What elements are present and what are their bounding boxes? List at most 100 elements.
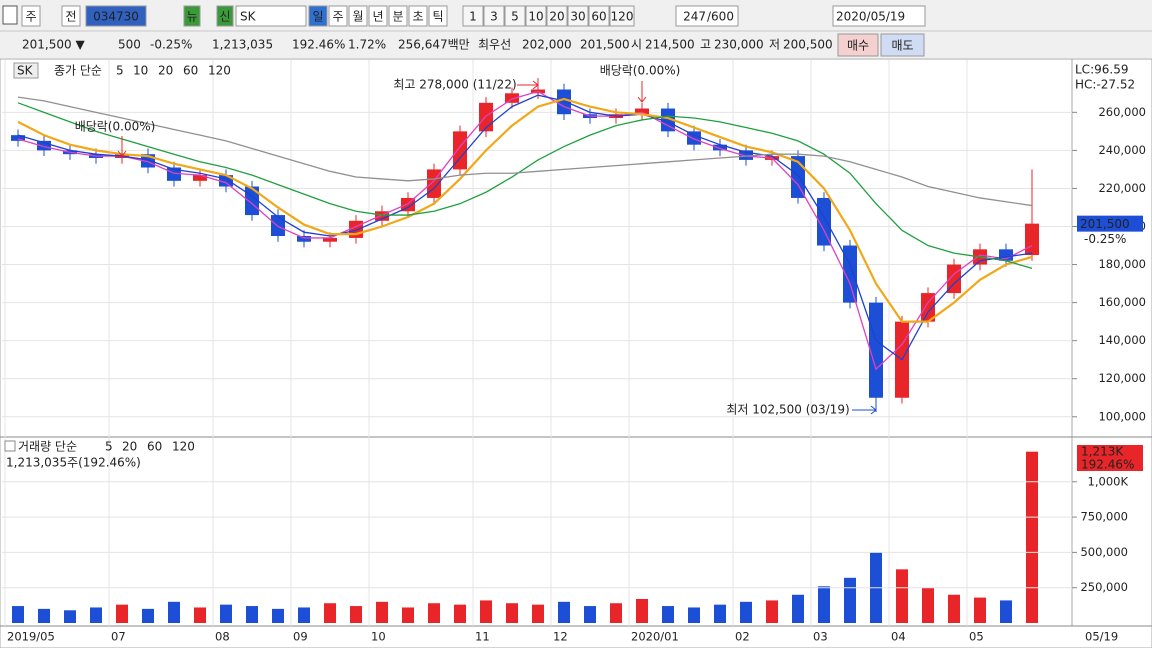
candle-body bbox=[37, 140, 51, 151]
candle-body bbox=[297, 236, 311, 242]
x-tick-label: 04 bbox=[891, 630, 906, 644]
stock-code[interactable]: 034730 bbox=[93, 10, 139, 24]
name-box[interactable] bbox=[235, 5, 307, 27]
candle-body bbox=[1025, 223, 1039, 256]
candle-body bbox=[635, 108, 649, 115]
period-box[interactable] bbox=[428, 5, 448, 27]
interval-box[interactable] bbox=[504, 5, 526, 27]
interval-box[interactable] bbox=[525, 5, 547, 27]
prev[interactable]: 전 bbox=[65, 10, 76, 24]
interval-box[interactable] bbox=[546, 5, 568, 27]
date-box[interactable] bbox=[832, 5, 926, 27]
volume-bar bbox=[1000, 600, 1012, 623]
candle-body bbox=[687, 131, 701, 145]
stock-name[interactable]: SK bbox=[240, 10, 257, 24]
interval[interactable]: 60 bbox=[591, 10, 606, 24]
credit-box[interactable] bbox=[216, 5, 234, 27]
stock-code-box[interactable] bbox=[85, 5, 147, 27]
volume-bar bbox=[194, 607, 206, 623]
volume-bar bbox=[532, 604, 544, 623]
price-tag bbox=[1077, 215, 1143, 232]
y-tick-label: 500,000 bbox=[1080, 545, 1128, 559]
arrow bbox=[117, 136, 127, 157]
x-tick-label: 2019/05 bbox=[7, 630, 55, 644]
candle-body bbox=[375, 211, 389, 221]
period[interactable]: 틱 bbox=[432, 10, 443, 24]
prev-box[interactable] bbox=[61, 5, 81, 27]
interval-box[interactable] bbox=[609, 5, 635, 27]
period[interactable]: 일 bbox=[312, 10, 323, 24]
legend-entry: 60 bbox=[183, 64, 198, 78]
interval[interactable]: 1 bbox=[469, 10, 477, 24]
volume-bar bbox=[766, 600, 778, 623]
candle-body bbox=[843, 245, 857, 303]
y-tick-label: 1,000K bbox=[1088, 474, 1129, 488]
market-box[interactable] bbox=[21, 5, 41, 27]
interval[interactable]: 10 bbox=[528, 10, 543, 24]
candle-body bbox=[869, 302, 883, 398]
period-box[interactable] bbox=[368, 5, 388, 27]
candle-body bbox=[271, 215, 285, 237]
period-box[interactable] bbox=[388, 5, 408, 27]
candle-body bbox=[713, 144, 727, 151]
period-box[interactable] bbox=[348, 5, 368, 27]
x-tick-label: 10 bbox=[371, 630, 386, 644]
menu-icon[interactable] bbox=[2, 5, 18, 25]
period-box[interactable] bbox=[408, 5, 428, 27]
credit[interactable]: 신 bbox=[219, 10, 230, 24]
market[interactable]: 주 bbox=[25, 10, 36, 24]
period-box[interactable] bbox=[308, 5, 328, 27]
y-tick-label: 220,000 bbox=[1098, 181, 1146, 195]
period[interactable]: 초 bbox=[412, 10, 423, 24]
period[interactable]: 주 bbox=[332, 10, 343, 24]
interval-box[interactable] bbox=[462, 5, 484, 27]
quote-volume: 1,213,035 bbox=[212, 38, 273, 52]
date: 2020/05/19 bbox=[836, 10, 905, 24]
period[interactable]: 분 bbox=[392, 10, 403, 24]
interval-box[interactable] bbox=[567, 5, 589, 27]
sell-button[interactable]: 매도 bbox=[891, 39, 913, 53]
chart-bg bbox=[0, 58, 1152, 648]
interval[interactable]: 30 bbox=[570, 10, 585, 24]
interval[interactable]: 20 bbox=[549, 10, 564, 24]
buy-button-box[interactable] bbox=[837, 33, 879, 57]
volume-bar bbox=[454, 604, 466, 623]
count-box[interactable] bbox=[675, 5, 739, 27]
interval-box[interactable] bbox=[588, 5, 610, 27]
y-tick-label: 120,000 bbox=[1098, 371, 1146, 385]
y-tick-label: 160,000 bbox=[1098, 295, 1146, 309]
arrow bbox=[517, 80, 539, 90]
x-tick-label: 12 bbox=[553, 630, 568, 644]
y-tick-label: 100,000 bbox=[1098, 409, 1146, 423]
volume-bar bbox=[480, 600, 492, 623]
x-tick-label: 09 bbox=[293, 630, 308, 644]
volume-last: 1,213K bbox=[1081, 445, 1124, 459]
annotation: 최저 102,500 (03/19) bbox=[726, 403, 849, 417]
volume-bar bbox=[90, 607, 102, 623]
quote-price: 201,500 ▼ bbox=[22, 38, 85, 52]
y-tick-label: 240,000 bbox=[1098, 143, 1146, 157]
legend-entry: 5 bbox=[105, 440, 113, 454]
count: 247 bbox=[683, 10, 706, 24]
interval[interactable]: 3 bbox=[490, 10, 498, 24]
volume-title: 거래량 단순 bbox=[18, 440, 77, 454]
legend-entry: 60 bbox=[147, 440, 162, 454]
volume-bar bbox=[64, 610, 76, 623]
interval[interactable]: 120 bbox=[611, 10, 634, 24]
candle-body bbox=[323, 237, 337, 242]
hc-label: HC:-27.52 bbox=[1075, 78, 1135, 92]
interval[interactable]: 5 bbox=[511, 10, 519, 24]
volume-bar bbox=[922, 587, 934, 623]
volume-bar bbox=[38, 608, 50, 623]
period[interactable]: 월 bbox=[352, 10, 363, 24]
symbol-box[interactable] bbox=[13, 62, 39, 79]
buy-button[interactable]: 매수 bbox=[847, 39, 869, 53]
period[interactable]: 년 bbox=[372, 10, 383, 24]
news[interactable]: 뉴 bbox=[186, 10, 197, 24]
legend-entry: 5 bbox=[116, 64, 124, 78]
period-box[interactable] bbox=[328, 5, 348, 27]
news-box[interactable] bbox=[183, 5, 201, 27]
sell-button-box[interactable] bbox=[880, 33, 925, 57]
quote-best-ask: 202,000 bbox=[522, 38, 572, 52]
interval-box[interactable] bbox=[483, 5, 505, 27]
